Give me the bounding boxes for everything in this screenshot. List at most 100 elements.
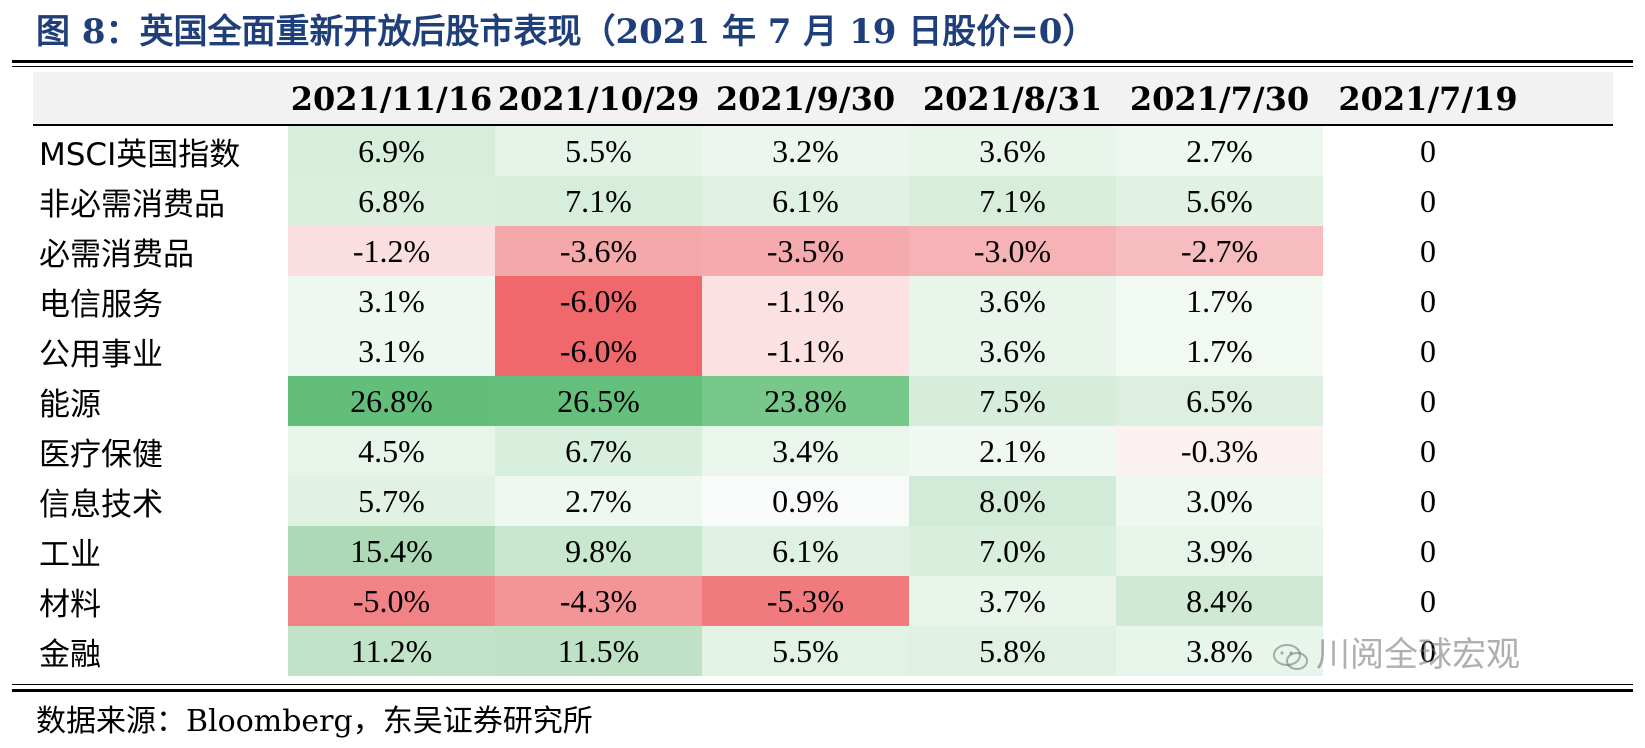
value-cell: 6.5%	[1116, 376, 1323, 426]
value-cell: 0	[1323, 626, 1533, 676]
value-cell: -0.3%	[1116, 426, 1323, 476]
table-row: 医疗保健 4.5% 6.7% 3.4% 2.1% -0.3% 0	[33, 426, 1533, 476]
value-cell: 0	[1323, 176, 1533, 226]
value-cell: 6.1%	[702, 526, 909, 576]
watermark-text: 川阅全球宏观	[1316, 635, 1520, 675]
value-cell: -3.5%	[702, 226, 909, 276]
table-row: 能源 26.8% 26.5% 23.8% 7.5% 6.5% 0	[33, 376, 1533, 426]
row-label: 电信服务	[39, 286, 163, 323]
table-row: 材料 -5.0% -4.3% -5.3% 3.7% 8.4% 0	[33, 576, 1533, 626]
value-cell: 6.7%	[495, 426, 702, 476]
table-row: 金融 11.2% 11.5% 5.5% 5.8% 3.8% 0	[33, 626, 1533, 676]
header-cell-date: 2021/9/30	[715, 80, 896, 118]
value-cell: 5.5%	[495, 126, 702, 176]
table-row: 工业 15.4% 9.8% 6.1% 7.0% 3.9% 0	[33, 526, 1533, 576]
value-cell: 3.0%	[1116, 476, 1323, 526]
value-cell: 6.9%	[288, 126, 495, 176]
table-row: 必需消费品 -1.2% -3.6% -3.5% -3.0% -2.7% 0	[33, 226, 1533, 276]
row-label: 医疗保健	[39, 436, 163, 473]
row-label: 必需消费品	[39, 236, 194, 273]
table-bottom-rule	[12, 689, 1633, 692]
row-label: 工业	[39, 536, 101, 573]
value-cell: 0	[1323, 226, 1533, 276]
row-label: 公用事业	[39, 336, 163, 373]
table-row: 公用事业 3.1% -6.0% -1.1% 3.6% 1.7% 0	[33, 326, 1533, 376]
value-cell: 3.6%	[909, 326, 1116, 376]
header-cell-date: 2021/8/31	[922, 80, 1103, 118]
value-cell: 1.7%	[1116, 326, 1323, 376]
row-label: MSCI英国指数	[39, 136, 241, 173]
value-cell: 0	[1323, 576, 1533, 626]
value-cell: 4.5%	[288, 426, 495, 476]
value-cell: 0.9%	[702, 476, 909, 526]
value-cell: 5.8%	[909, 626, 1116, 676]
header-row: 2021/11/16 2021/10/29 2021/9/30 2021/8/3…	[33, 72, 1533, 126]
source-note: 数据来源：Bloomberg，东吴证券研究所	[36, 704, 593, 739]
value-cell: 26.8%	[288, 376, 495, 426]
row-label: 材料	[39, 586, 101, 623]
value-cell: 3.2%	[702, 126, 909, 176]
row-label: 信息技术	[39, 486, 163, 523]
value-cell: 11.2%	[288, 626, 495, 676]
row-label: 能源	[39, 386, 101, 423]
row-label: 金融	[39, 636, 101, 673]
header-cell-date: 2021/11/16	[290, 80, 493, 118]
value-cell: 2.7%	[1116, 126, 1323, 176]
header-cell-date: 2021/7/19	[1338, 80, 1518, 118]
value-cell: 7.0%	[909, 526, 1116, 576]
value-cell: -1.1%	[702, 276, 909, 326]
value-cell: 26.5%	[495, 376, 702, 426]
value-cell: -1.1%	[702, 326, 909, 376]
header-rule	[33, 124, 1613, 126]
row-label: 非必需消费品	[39, 186, 225, 223]
value-cell: -6.0%	[495, 326, 702, 376]
value-cell: -3.6%	[495, 226, 702, 276]
value-cell: 0	[1323, 276, 1533, 326]
value-cell: 7.5%	[909, 376, 1116, 426]
value-cell: -4.3%	[495, 576, 702, 626]
value-cell: 3.4%	[702, 426, 909, 476]
value-cell: 0	[1323, 426, 1533, 476]
value-cell: 0	[1323, 126, 1533, 176]
watermark: 川阅全球宏观	[1272, 630, 1520, 680]
value-cell: 0	[1323, 326, 1533, 376]
value-cell: 6.8%	[288, 176, 495, 226]
value-cell: 1.7%	[1116, 276, 1323, 326]
value-cell: 5.6%	[1116, 176, 1323, 226]
value-cell: 3.1%	[288, 276, 495, 326]
value-cell: -1.2%	[288, 226, 495, 276]
value-cell: 3.7%	[909, 576, 1116, 626]
value-cell: 7.1%	[495, 176, 702, 226]
value-cell: -2.7%	[1116, 226, 1323, 276]
value-cell: 0	[1323, 526, 1533, 576]
value-cell: 3.9%	[1116, 526, 1323, 576]
value-cell: -5.3%	[702, 576, 909, 626]
value-cell: 15.4%	[288, 526, 495, 576]
header-background	[33, 72, 1613, 124]
value-cell: 23.8%	[702, 376, 909, 426]
returns-table: 2021/11/16 2021/10/29 2021/9/30 2021/8/3…	[33, 72, 1533, 676]
value-cell: 3.6%	[909, 126, 1116, 176]
wechat-icon	[1273, 643, 1308, 670]
value-cell: -3.0%	[909, 226, 1116, 276]
table-bottom-rule-thin	[12, 684, 1633, 685]
value-cell: 5.5%	[702, 626, 909, 676]
header-cell-blank	[33, 72, 288, 126]
value-cell: 8.4%	[1116, 576, 1323, 626]
value-cell: 3.6%	[909, 276, 1116, 326]
value-cell: 11.5%	[495, 626, 702, 676]
value-cell: -5.0%	[288, 576, 495, 626]
value-cell: 0	[1323, 376, 1533, 426]
header-cell-date: 2021/10/29	[497, 80, 700, 118]
value-cell: 7.1%	[909, 176, 1116, 226]
value-cell: -6.0%	[495, 276, 702, 326]
value-cell: 8.0%	[909, 476, 1116, 526]
header-cell-date: 2021/7/30	[1129, 80, 1310, 118]
table-row: MSCI英国指数 6.9% 5.5% 3.2% 3.6% 2.7% 0	[33, 126, 1533, 176]
value-cell: 6.1%	[702, 176, 909, 226]
value-cell: 5.7%	[288, 476, 495, 526]
table-top-rule-thin	[12, 66, 1633, 67]
value-cell: 3.8%	[1116, 626, 1323, 676]
value-cell: 2.7%	[495, 476, 702, 526]
value-cell: 3.1%	[288, 326, 495, 376]
